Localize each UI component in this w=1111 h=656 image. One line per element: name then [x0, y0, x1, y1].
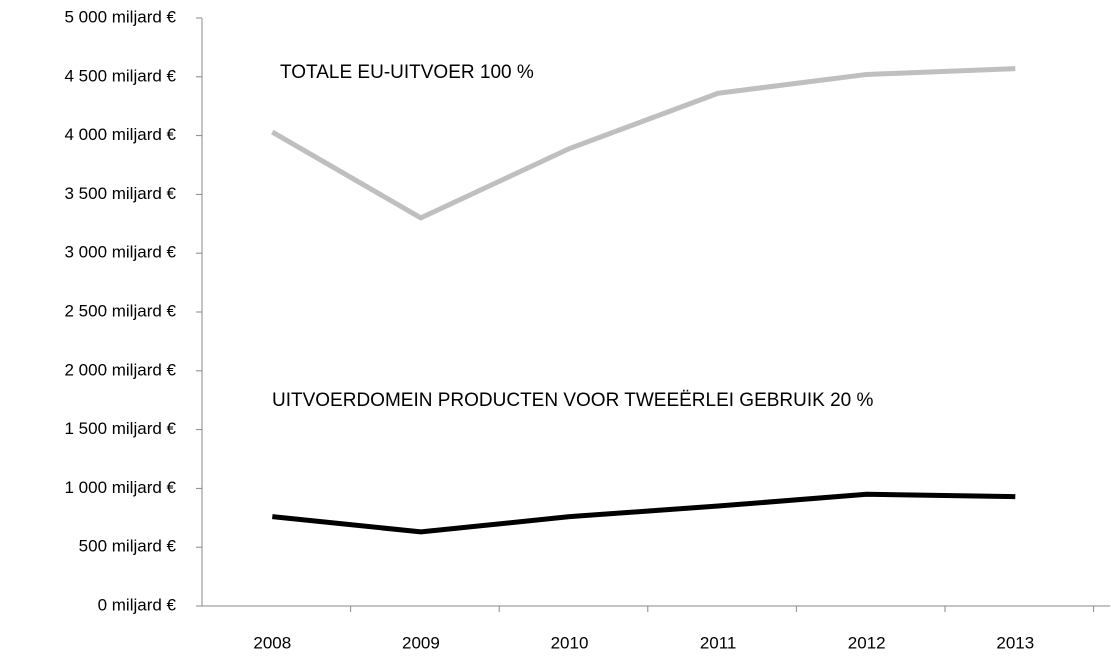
x-tick-label: 2009: [402, 633, 440, 652]
y-tick-label: 5 000 miljard €: [64, 7, 176, 26]
y-tick-label: 0 miljard €: [98, 595, 177, 614]
y-tick-label: 3 500 miljard €: [64, 184, 176, 203]
x-tick-label: 2013: [996, 633, 1034, 652]
line-series: [271, 66, 1016, 221]
series-label: UITVOERDOMEIN PRODUCTEN VOOR TWEEËRLEI G…: [272, 390, 874, 411]
series-label: TOTALE EU-UITVOER 100 %: [280, 62, 534, 83]
y-tick-label: 1 000 miljard €: [64, 478, 176, 497]
y-tick-label: 4 500 miljard €: [64, 66, 176, 85]
y-tick-label: 3 000 miljard €: [64, 243, 176, 262]
x-tick-label: 2010: [551, 633, 589, 652]
x-tick-label: 2011: [700, 633, 737, 652]
x-tick-label: 2012: [848, 633, 886, 652]
y-tick-label: 4 000 miljard €: [64, 125, 176, 144]
y-tick-label: 1 500 miljard €: [64, 419, 176, 438]
x-tick-label: 2008: [253, 633, 291, 652]
line-series: [272, 491, 1016, 535]
y-tick-label: 500 miljard €: [79, 537, 177, 556]
y-tick-label: 2 000 miljard €: [64, 360, 176, 379]
y-tick-label: 2 500 miljard €: [64, 301, 176, 320]
